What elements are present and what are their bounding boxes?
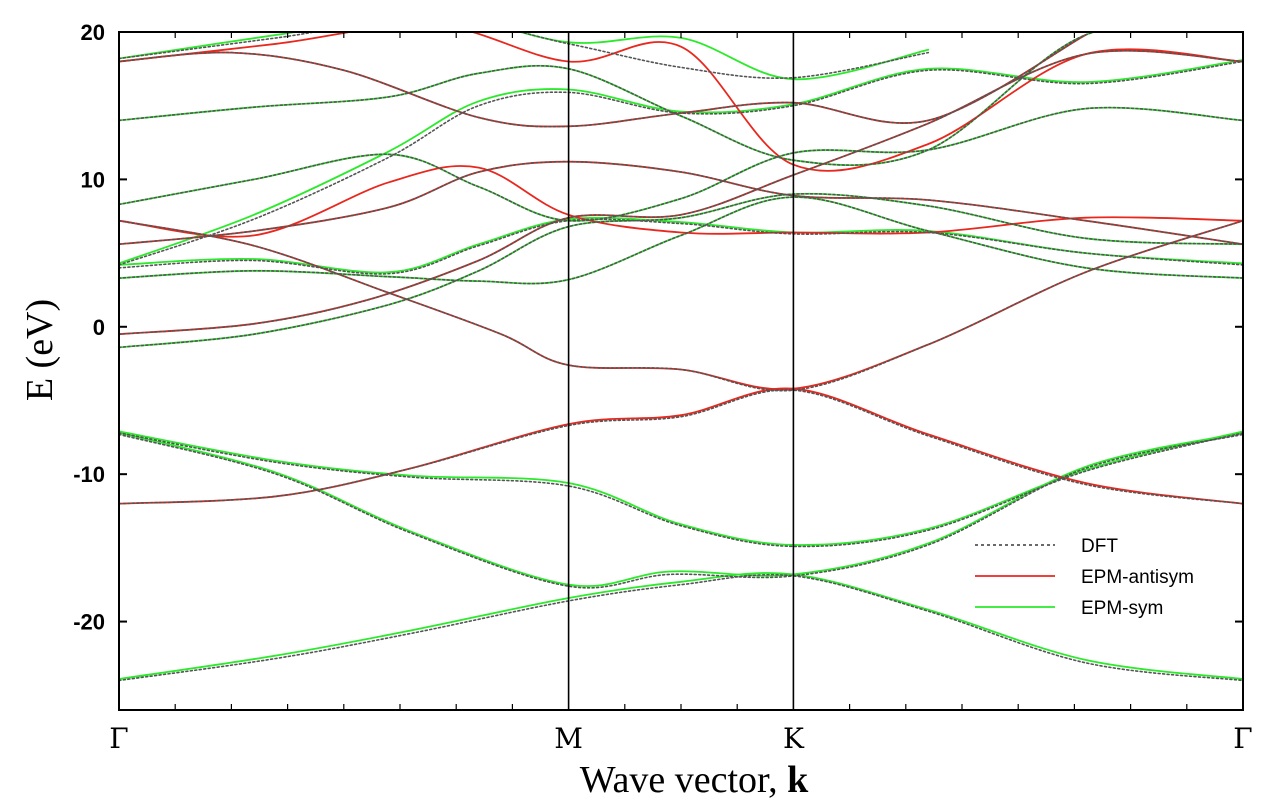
x-tick-label: Γ: [1233, 722, 1252, 755]
epm-antisym-band-1: [119, 219, 1243, 391]
dft-band-7: [119, 196, 1243, 285]
band-lines: [119, 32, 1243, 682]
y-axis: 20 10 0 -10 -20: [73, 20, 1243, 635]
dft-band-2: [119, 432, 1243, 548]
dft-band-5: [119, 49, 1243, 335]
epm-sym-band-4: [119, 196, 1243, 285]
dft-band-4: [119, 219, 1243, 392]
x-axis-title-text: Wave vector,: [580, 759, 787, 801]
plot-frame: [118, 31, 1244, 711]
x-tick-label: Γ: [109, 722, 128, 755]
x-axis-title-bold-k: k: [787, 759, 809, 801]
dft-band-8: [119, 218, 1243, 275]
epm-sym-band-1: [119, 432, 1243, 587]
x-tick-label: K: [783, 722, 805, 755]
y-tick-label: -20: [73, 610, 105, 635]
y-tick-label: -10: [73, 462, 105, 487]
dft-band-3: [119, 389, 1243, 505]
epm-antisym-band-4: [119, 165, 1243, 238]
legend-label: DFT: [1081, 536, 1118, 557]
legend-label: EPM-sym: [1081, 598, 1163, 619]
epm-sym-band-7: [119, 59, 1243, 265]
epm-antisym-band-2: [119, 49, 1243, 336]
dft-band-6: [119, 192, 1243, 349]
symmetry-point-lines: [567, 32, 795, 710]
epm-sym-band-8: [119, 32, 1097, 166]
epm-sym-band-9: [119, 32, 930, 81]
y-tick-label: 0: [93, 315, 105, 340]
x-axis-title: Wave vector, k: [580, 759, 809, 801]
y-tick-label: 10: [81, 167, 105, 192]
dft-band-11: [119, 60, 1243, 266]
x-tick-label: M: [554, 722, 583, 755]
y-axis-title: E (eV): [19, 299, 61, 401]
legend: DFT EPM-antisym EPM-sym: [975, 536, 1194, 619]
epm-antisym-band-6: [119, 32, 1243, 172]
dft-band-12: [119, 32, 1097, 166]
epm-sym-band-6: [119, 106, 1243, 222]
dft-band-9: [119, 160, 1243, 245]
dft-band-1: [119, 433, 1243, 589]
dft-band-0: [119, 573, 1243, 682]
legend-label: EPM-antisym: [1081, 567, 1194, 588]
epm-sym-band-2: [119, 430, 1243, 546]
y-tick-label: 20: [81, 20, 105, 45]
dft-band-10: [119, 106, 1243, 222]
dft-band-13: [119, 34, 1087, 128]
epm-sym-band-0: [119, 572, 1243, 680]
epm-antisym-band-0: [119, 387, 1243, 505]
